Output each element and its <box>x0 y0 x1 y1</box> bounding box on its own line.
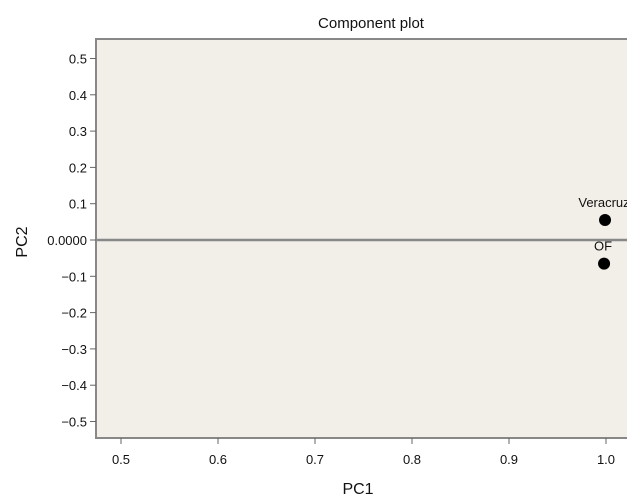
plot-area <box>95 38 627 439</box>
y-axis: 0.5 0.4 0.3 0.2 0.1 0.0000 −0.1 −0.2 −0.3 −0.4 −0.… <box>47 52 96 430</box>
x-axis-label: PC1 <box>342 481 373 498</box>
y-tick-label: 0.3 <box>69 124 87 139</box>
y-tick-label: 0.2 <box>69 160 87 175</box>
x-tick-label: 0.5 <box>112 452 130 467</box>
y-tick-label: −0.5 <box>61 415 87 430</box>
y-tick-label: −0.2 <box>61 306 87 321</box>
data-point-label: OF <box>594 239 612 254</box>
chart-title: Component plot <box>318 15 425 32</box>
y-tick-label: −0.4 <box>61 378 87 393</box>
x-tick-label: 1.0 <box>597 452 615 467</box>
y-tick-label: −0.3 <box>61 342 87 357</box>
y-tick-label: 0.0000 <box>47 233 87 248</box>
y-tick-label: 0.1 <box>69 197 87 212</box>
y-tick-label: 0.5 <box>69 52 87 67</box>
y-tick-label: −0.1 <box>61 269 87 284</box>
x-tick-label: 0.7 <box>306 452 324 467</box>
data-point-label: Veracruz <box>578 195 627 210</box>
y-tick-label: 0.4 <box>69 88 87 103</box>
y-axis-label: PC2 <box>14 226 31 257</box>
x-tick-label: 0.6 <box>209 452 227 467</box>
data-point <box>598 257 611 270</box>
data-point <box>599 214 612 227</box>
data-points: Veracruz OF <box>578 195 627 270</box>
x-axis: 0.5 0.6 0.7 0.8 0.9 1.0 <box>112 438 615 467</box>
x-tick-label: 0.9 <box>500 452 518 467</box>
x-tick-label: 0.8 <box>403 452 421 467</box>
